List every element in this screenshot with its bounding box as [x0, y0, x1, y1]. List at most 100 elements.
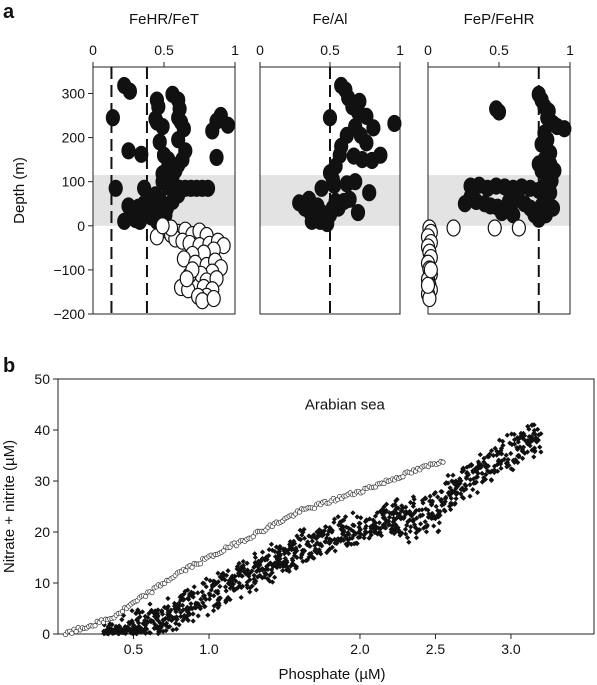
- filled-diamond-point: [478, 462, 485, 468]
- filled-diamond-point: [222, 584, 229, 590]
- open-circle-point: [92, 623, 98, 629]
- filled-diamond-point: [514, 436, 521, 442]
- filled-diamond-point: [268, 541, 275, 547]
- filled-diamond-point: [331, 536, 338, 543]
- filled-diamond-point: [217, 583, 223, 590]
- filled-point: [457, 195, 473, 213]
- filled-diamond-point: [435, 512, 441, 518]
- filled-diamond-point: [142, 617, 148, 623]
- filled-diamond-point: [504, 459, 511, 466]
- filled-diamond-point: [293, 564, 300, 570]
- filled-diamond-point: [533, 435, 539, 441]
- filled-diamond-point: [528, 433, 535, 440]
- filled-diamond-point: [233, 578, 239, 584]
- filled-diamond-point: [362, 518, 368, 525]
- filled-diamond-point: [383, 507, 389, 514]
- filled-diamond-point: [523, 438, 529, 444]
- filled-diamond-point: [259, 555, 266, 562]
- filled-diamond-point: [183, 615, 189, 621]
- filled-diamond-point: [223, 572, 230, 579]
- filled-diamond-point: [276, 546, 283, 552]
- filled-diamond-point: [416, 527, 422, 533]
- filled-diamond-point: [245, 570, 251, 576]
- filled-diamond-point: [277, 564, 283, 570]
- filled-point: [205, 122, 220, 140]
- open-circle-point: [221, 548, 227, 554]
- filled-point: [387, 114, 402, 133]
- filled-diamond-point: [463, 483, 469, 489]
- filled-diamond-point: [158, 622, 164, 628]
- filled-diamond-point: [416, 507, 422, 513]
- filled-diamond-point: [348, 526, 354, 533]
- filled-diamond-point: [380, 524, 387, 530]
- filled-diamond-point: [411, 510, 417, 516]
- filled-diamond-point: [292, 550, 298, 556]
- filled-diamond-point: [411, 522, 418, 528]
- filled-diamond-point: [405, 519, 411, 525]
- y-tick-label: 300: [62, 85, 86, 101]
- x-tick-label: 0.5: [489, 42, 509, 58]
- filled-point: [359, 107, 374, 126]
- filled-diamond-point: [269, 547, 276, 553]
- filled-diamond-point: [512, 457, 519, 463]
- filled-diamond-point: [423, 529, 430, 535]
- filled-diamond-point: [410, 518, 416, 524]
- x-tick-label: 1: [231, 42, 239, 58]
- filled-diamond-point: [392, 529, 398, 535]
- filled-diamond-point: [422, 495, 428, 501]
- filled-diamond-point: [206, 596, 213, 602]
- filled-diamond-point: [361, 532, 367, 538]
- filled-diamond-point: [489, 448, 495, 454]
- filled-diamond-point: [129, 619, 135, 626]
- filled-diamond-point: [323, 539, 329, 545]
- open-circle-point: [73, 629, 79, 635]
- filled-diamond-point: [319, 528, 325, 535]
- filled-diamond-point: [266, 547, 272, 553]
- filled-diamond-point: [388, 529, 394, 535]
- filled-diamond-point: [168, 607, 174, 613]
- filled-diamond-point: [463, 475, 469, 481]
- open-point: [446, 219, 461, 237]
- filled-diamond-point: [316, 527, 322, 533]
- filled-diamond-point: [321, 531, 327, 538]
- filled-diamond-point: [170, 627, 176, 633]
- filled-diamond-point: [127, 621, 133, 627]
- filled-diamond-point: [504, 432, 510, 438]
- filled-diamond-point: [500, 442, 506, 449]
- filled-point: [108, 179, 123, 197]
- filled-diamond-point: [475, 470, 481, 476]
- open-point: [179, 270, 194, 288]
- filled-diamond-point: [109, 627, 115, 633]
- filled-diamond-point: [193, 600, 199, 606]
- filled-diamond-point: [425, 507, 431, 513]
- filled-diamond-point: [399, 530, 405, 536]
- filled-diamond-point: [324, 549, 330, 556]
- filled-diamond-point: [422, 524, 428, 530]
- filled-diamond-point: [137, 627, 144, 633]
- filled-diamond-point: [259, 567, 266, 573]
- filled-diamond-point: [122, 624, 128, 630]
- filled-diamond-point: [535, 437, 541, 443]
- filled-diamond-point: [327, 538, 334, 544]
- filled-diamond-point: [103, 629, 109, 635]
- y-tick-label: 0: [42, 626, 50, 642]
- filled-diamond-point: [231, 587, 237, 594]
- filled-diamond-point: [184, 609, 190, 615]
- filled-diamond-point: [474, 489, 481, 496]
- filled-diamond-point: [280, 568, 286, 574]
- filled-diamond-point: [381, 504, 387, 510]
- filled-diamond-point: [274, 561, 280, 567]
- y-tick-label: −100: [53, 262, 85, 278]
- filled-diamond-point: [272, 574, 278, 580]
- filled-point: [491, 103, 507, 121]
- filled-diamond-point: [309, 534, 315, 540]
- filled-diamond-point: [284, 564, 290, 570]
- open-circle-point: [250, 534, 256, 540]
- filled-diamond-point: [171, 600, 178, 606]
- filled-diamond-point: [433, 514, 439, 521]
- open-circle-point: [143, 593, 149, 600]
- subplot-1: 0 0.5 1 FeHR/FeT −200 −100 0 100 200 300 Depth (m): [11, 11, 239, 322]
- filled-diamond-point: [313, 535, 319, 542]
- filled-diamond-point: [132, 624, 138, 630]
